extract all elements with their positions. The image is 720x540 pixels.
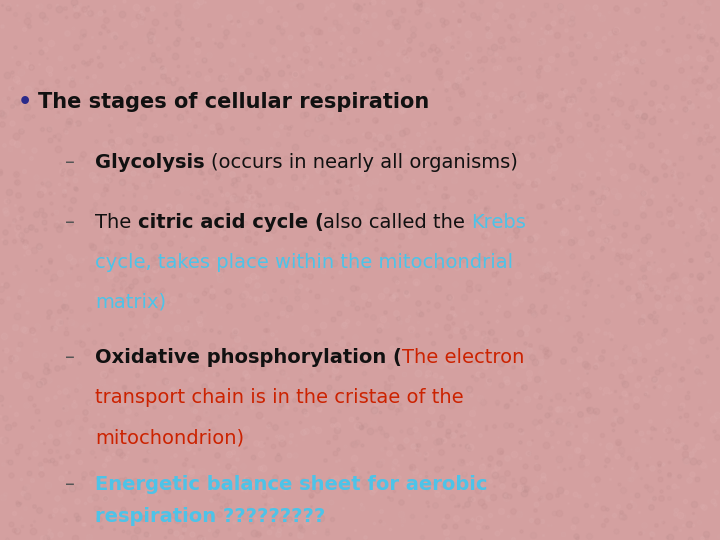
Text: –: – (65, 475, 75, 494)
Text: The stages of cellular respiration: The stages of cellular respiration (38, 92, 429, 112)
Text: Krebs: Krebs (472, 213, 526, 232)
Text: Glycolysis: Glycolysis (95, 153, 212, 172)
Text: respiration ?????????: respiration ????????? (95, 507, 325, 526)
Text: Oxidative phosphorylation (: Oxidative phosphorylation ( (95, 348, 402, 367)
Text: citric acid cycle (: citric acid cycle ( (138, 213, 323, 232)
Text: matrix): matrix) (95, 293, 166, 312)
Text: –: – (65, 348, 75, 367)
Text: •: • (18, 92, 32, 112)
Text: (occurs in nearly all organisms): (occurs in nearly all organisms) (212, 153, 518, 172)
Text: The: The (95, 213, 138, 232)
Text: Energetic balance sheet for aerobic: Energetic balance sheet for aerobic (95, 475, 487, 494)
Text: also called the: also called the (323, 213, 472, 232)
Text: mitochondrion): mitochondrion) (95, 428, 244, 447)
Text: –: – (65, 153, 75, 172)
Text: The electron: The electron (402, 348, 524, 367)
Text: –: – (65, 213, 75, 232)
Text: transport chain is in the cristae of the: transport chain is in the cristae of the (95, 388, 464, 407)
Text: cycle, takes place within the mitochondrial: cycle, takes place within the mitochondr… (95, 253, 513, 272)
